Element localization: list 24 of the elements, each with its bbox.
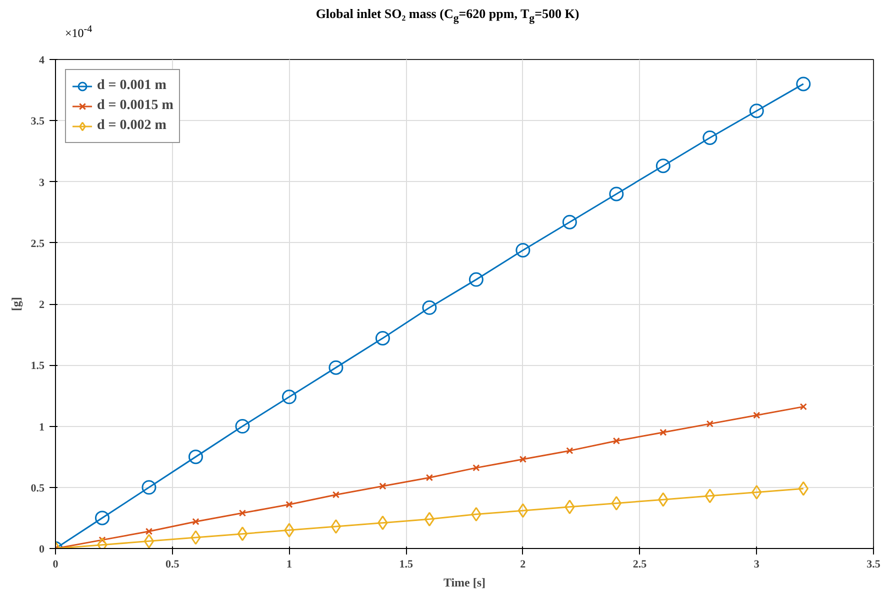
y-tick-label: 4 <box>39 54 45 66</box>
x-tick-label: 2.5 <box>632 558 648 570</box>
x-tick-label: 0 <box>52 558 59 570</box>
chart-title: Global inlet SO₂ mass (C$_{g}$=620 ppm, T$_{g}$=500 K) <box>316 6 580 25</box>
x-tick-label: 3 <box>754 558 760 570</box>
x-tick-label: 1 <box>286 558 292 570</box>
y-axis-title: [g] <box>8 296 23 311</box>
y-tick-label: 0.5 <box>30 482 45 494</box>
x-tick-label: 0.5 <box>165 558 180 570</box>
x-tick-label: 3.5 <box>866 558 881 570</box>
y-tick-label: 2 <box>39 299 45 311</box>
x-tick-label: 1.5 <box>399 558 414 570</box>
legend-label: d = 0.002 m <box>97 118 166 134</box>
y-tick-label: 3.5 <box>30 116 45 128</box>
y-tick-label: 1.5 <box>30 360 45 372</box>
x-tick-label: 2 <box>520 558 526 570</box>
text: ×10$^{-4}$ <box>65 23 92 42</box>
legend-label: d = 0.0015 m <box>97 98 174 114</box>
x-axis-title: Time [s] <box>443 576 486 590</box>
legend-label: d = 0.001 m <box>97 78 166 94</box>
y-tick-label: 2.5 <box>30 238 45 250</box>
y-tick-label: 1 <box>39 421 44 434</box>
y-tick-label: 0 <box>39 544 45 556</box>
y-tick-label: 3 <box>39 176 45 189</box>
